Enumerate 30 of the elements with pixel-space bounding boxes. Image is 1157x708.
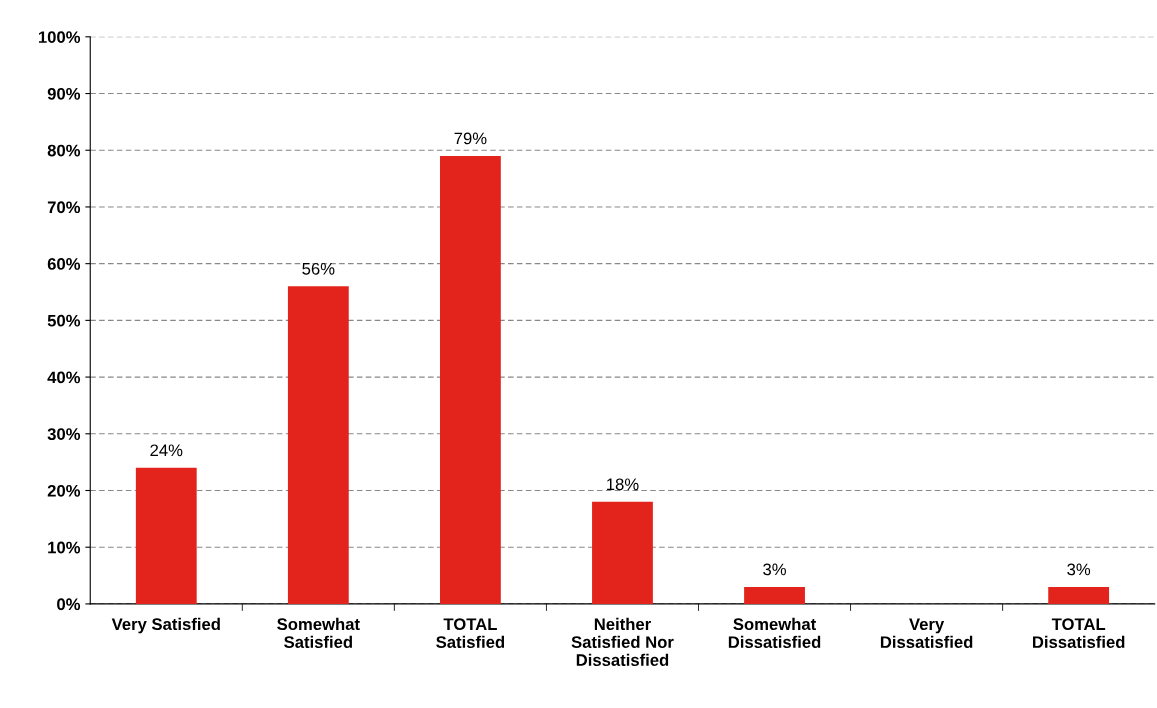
x-tick-label: TOTAL Satisfied bbox=[436, 618, 505, 649]
data-label: 56% bbox=[302, 262, 335, 275]
x-tick-label: Somewhat Satisfied bbox=[277, 617, 360, 649]
x-tick-label: TOTAL Dissatisfied bbox=[1033, 618, 1125, 649]
data-label: 79% bbox=[454, 132, 487, 145]
y-tick-label: 30% bbox=[47, 428, 81, 441]
bar bbox=[135, 467, 197, 604]
y-tick-label: 50% bbox=[47, 314, 81, 327]
bar bbox=[1048, 586, 1110, 604]
data-label: 24% bbox=[150, 444, 183, 457]
data-label: 3% bbox=[1067, 563, 1091, 576]
x-tick-label: Neither Satisfied Nor Dissatisfied bbox=[571, 617, 674, 666]
x-tick-label: Very Dissatisfied bbox=[880, 618, 973, 649]
bar bbox=[592, 501, 653, 604]
y-tick-label: 60% bbox=[47, 258, 81, 270]
y-tick-label: 10% bbox=[48, 541, 81, 554]
data-label: 3% bbox=[763, 563, 786, 576]
y-tick-label: 80% bbox=[47, 144, 81, 157]
bar bbox=[439, 155, 501, 604]
x-tick-label: Somewhat Dissatisfied bbox=[728, 617, 821, 649]
data-label: 18% bbox=[607, 478, 639, 491]
y-tick-label: 70% bbox=[47, 201, 81, 214]
bar bbox=[744, 586, 805, 604]
y-tick-label: 100% bbox=[38, 31, 81, 44]
x-tick-label: Very Satisfied bbox=[111, 617, 220, 634]
y-tick-label: 20% bbox=[47, 484, 81, 497]
y-tick-label: 90% bbox=[47, 87, 81, 100]
y-tick-label: 0% bbox=[57, 598, 81, 611]
y-tick-label: 40% bbox=[47, 371, 81, 384]
bar bbox=[287, 286, 349, 604]
